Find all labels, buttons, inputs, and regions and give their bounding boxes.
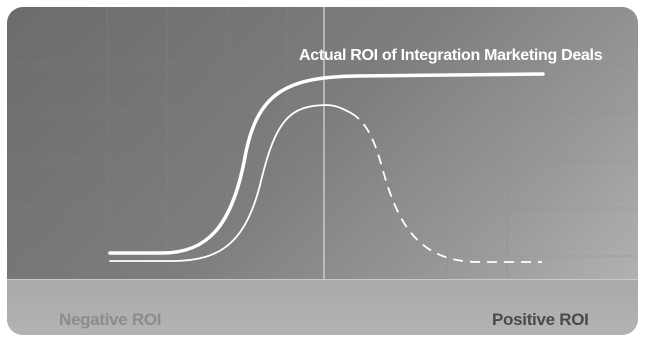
- plot-area: Actual ROI of Integration Marketing Deal…: [7, 7, 638, 279]
- actual-roi-curve: [108, 72, 545, 255]
- roi-diagram-card: Actual ROI of Integration Marketing Deal…: [7, 7, 638, 335]
- expected-roi-curve-solid: [109, 104, 352, 262]
- background-grid: [7, 7, 638, 279]
- actual-roi-curve-label: Actual ROI of Integration Marketing Deal…: [299, 47, 603, 64]
- negative-roi-label: Negative ROI: [59, 310, 162, 329]
- roi-curves-svg: [7, 7, 638, 279]
- expected-roi-curve-dashed: [350, 112, 542, 263]
- roi-axis-bar: Negative ROI Positive ROI: [7, 279, 638, 335]
- positive-roi-label: Positive ROI: [492, 310, 589, 329]
